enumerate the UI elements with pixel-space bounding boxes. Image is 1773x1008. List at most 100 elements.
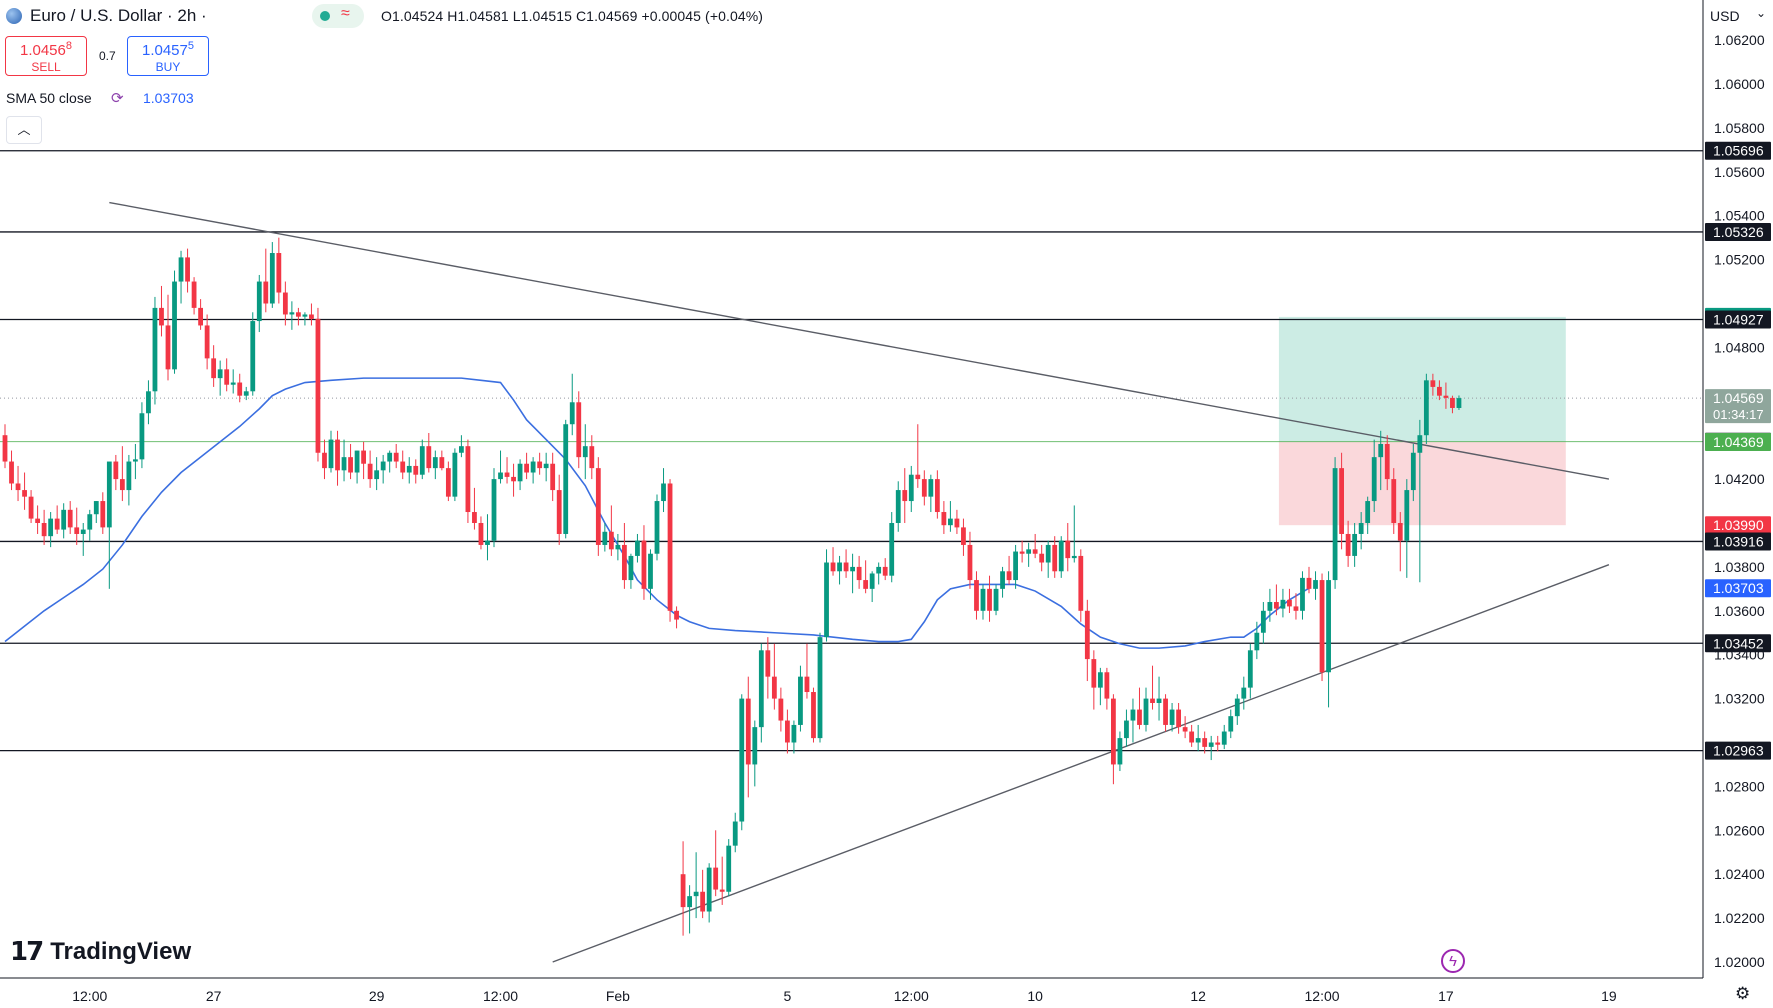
candle	[882, 558, 888, 581]
candle-body	[811, 692, 816, 739]
candle	[804, 643, 810, 699]
collapse-legend-button[interactable]: ︿	[6, 116, 42, 144]
lightning-icon[interactable]: ϟ	[1441, 949, 1465, 973]
candle-body	[987, 588, 992, 611]
candle-body	[439, 457, 445, 469]
buy-price-pip: 5	[187, 40, 194, 52]
tradingview-logo[interactable]: 17 TradingView	[10, 937, 191, 967]
candle-body	[472, 512, 477, 523]
candle	[230, 369, 236, 394]
candle-body	[380, 461, 386, 471]
candle	[843, 549, 849, 578]
candle	[165, 294, 171, 381]
candle-body	[745, 698, 751, 765]
x-tick-label: 12:00	[894, 988, 929, 1004]
candle-body	[335, 439, 340, 471]
candle-body	[498, 472, 503, 480]
candle	[1137, 687, 1142, 730]
candle	[706, 863, 712, 923]
gear-icon[interactable]: ⚙	[1735, 984, 1751, 1003]
candle	[1202, 731, 1208, 754]
candle-body	[9, 461, 14, 484]
candle	[426, 433, 432, 473]
candle-body	[628, 555, 634, 581]
candle-body	[680, 874, 686, 908]
candle	[1358, 512, 1364, 550]
candle-body	[967, 544, 973, 581]
candle	[113, 454, 119, 491]
candle-body	[1365, 501, 1371, 523]
candle	[719, 856, 725, 905]
candle-body	[824, 562, 829, 638]
candle-body	[856, 566, 862, 581]
candle-body	[113, 461, 119, 480]
candle-body	[224, 369, 230, 385]
candle-body	[1417, 435, 1423, 453]
candle-body	[511, 476, 516, 482]
symbol-flag-icon	[6, 8, 22, 24]
price-label-text: 1.03990	[1713, 517, 1764, 533]
candle-body	[28, 496, 34, 519]
candle	[498, 450, 503, 484]
currency-select[interactable]: USD	[1710, 8, 1740, 24]
symbol-title[interactable]: Euro / U.S. Dollar · 2h ·	[30, 6, 207, 25]
chevron-down-icon[interactable]: ⌄	[1756, 6, 1767, 20]
candle-body	[622, 544, 627, 581]
candle	[250, 312, 256, 396]
candle-body	[589, 446, 595, 469]
candle-body	[1241, 687, 1247, 699]
candle	[315, 307, 321, 462]
candle	[289, 301, 295, 330]
market-status-pill[interactable]: ≈	[312, 4, 364, 28]
candle-body	[133, 459, 138, 462]
candle-body	[602, 531, 608, 545]
candle	[563, 419, 569, 539]
candle	[915, 424, 921, 488]
candle-body	[1052, 544, 1058, 572]
candle	[1404, 479, 1410, 578]
candle-body	[1313, 580, 1318, 589]
candle	[406, 457, 412, 484]
x-tick-label: 17	[1438, 988, 1454, 1004]
candle	[1078, 549, 1084, 622]
candle	[1026, 542, 1032, 567]
candle-body	[217, 369, 223, 379]
candle-body	[485, 540, 490, 545]
candle	[178, 250, 184, 304]
candle	[1319, 573, 1325, 682]
candle	[459, 435, 464, 458]
candle-body	[296, 312, 301, 317]
candle-body	[152, 307, 158, 392]
y-tick-label: 1.03200	[1714, 691, 1765, 707]
buy-button[interactable]: 1.04575 BUY	[127, 36, 209, 76]
indicator-legend[interactable]: SMA 50 close ⟳ 1.03703	[6, 90, 194, 107]
candle-body	[1000, 571, 1005, 589]
buy-label: BUY	[155, 60, 181, 74]
candle-body	[289, 312, 295, 315]
candle	[811, 687, 816, 743]
candle	[661, 468, 666, 513]
candle-body	[1234, 698, 1240, 717]
candle	[152, 296, 158, 405]
candle-body	[302, 314, 308, 317]
candle	[1006, 555, 1012, 585]
candle	[641, 525, 647, 600]
candle	[198, 299, 203, 330]
y-tick-label: 1.06200	[1714, 32, 1765, 48]
x-tick-label: 12:00	[483, 988, 518, 1004]
candle-body	[615, 544, 621, 550]
candle-body	[974, 580, 979, 611]
candle	[465, 439, 471, 523]
candle-body	[941, 512, 947, 526]
refresh-icon[interactable]: ⟳	[111, 90, 124, 107]
candle	[576, 391, 582, 469]
candle-body	[93, 501, 99, 515]
candle-body	[569, 402, 575, 425]
candle	[1104, 667, 1110, 710]
candle-body	[1032, 549, 1038, 554]
price-label-text: 1.03452	[1713, 635, 1764, 651]
sell-button[interactable]: 1.04568 SELL	[5, 36, 87, 76]
candle-body	[41, 523, 47, 537]
candle-body	[791, 724, 797, 743]
